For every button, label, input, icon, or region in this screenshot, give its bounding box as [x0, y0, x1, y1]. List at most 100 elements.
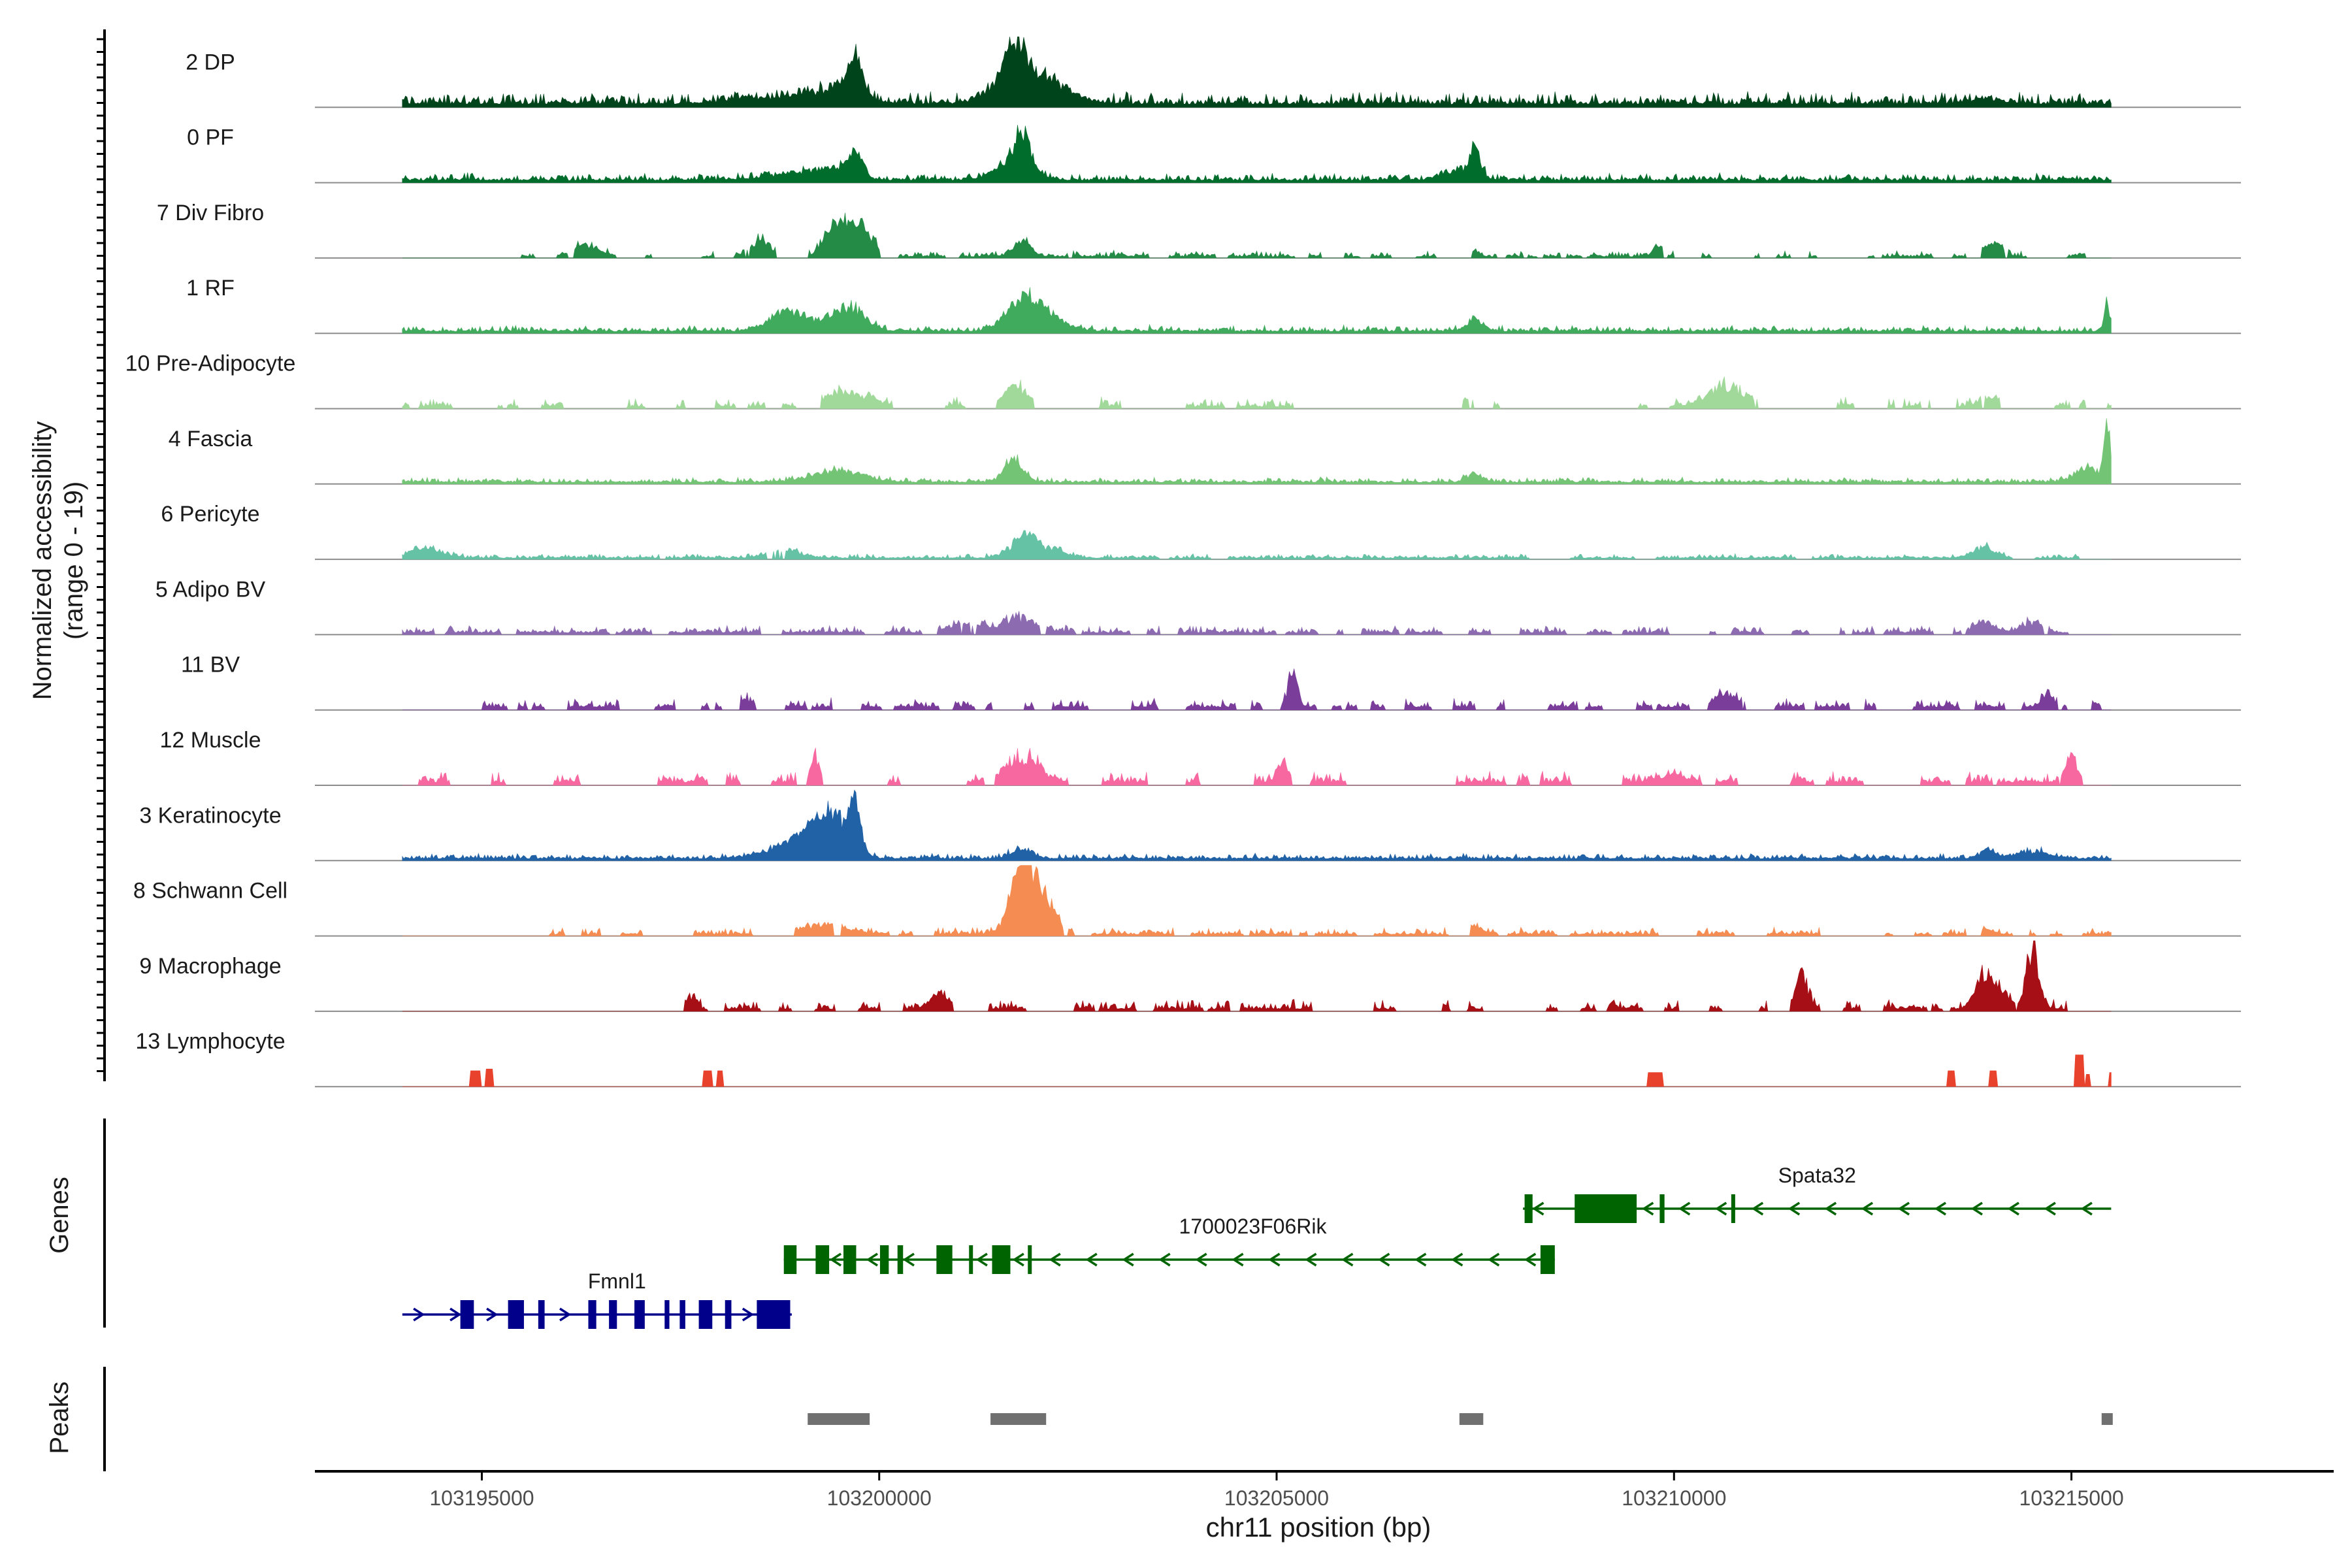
gene-spata32: Spata32 — [1523, 1164, 2112, 1223]
strand-arrow — [486, 1307, 498, 1322]
track-3-keratinocyte: 3 Keratinocyte — [139, 789, 2241, 862]
track-label: 1 RF — [186, 276, 235, 301]
track-label: 2 DP — [186, 50, 235, 74]
gene-exon — [1731, 1194, 1735, 1223]
gene-1700023f06rik: 1700023F06Rik — [783, 1215, 1555, 1274]
strand-arrow — [413, 1307, 425, 1322]
strand-arrow — [1085, 1252, 1098, 1267]
gene-fmnl1: Fmnl1 — [402, 1269, 792, 1329]
strand-arrow — [975, 1252, 988, 1267]
track-label: 12 Muscle — [160, 728, 261, 753]
track-1-rf: 1 RF — [186, 276, 2241, 335]
gene-exon — [1659, 1194, 1665, 1223]
track-0-pf: 0 PF — [187, 125, 2241, 184]
gene-exon — [634, 1300, 645, 1329]
strand-arrow — [1341, 1252, 1354, 1267]
coverage-area — [402, 418, 2112, 485]
strand-arrow — [1678, 1201, 1691, 1216]
track-4-fascia: 4 Fascia — [169, 418, 2241, 485]
strand-arrow — [1195, 1252, 1207, 1267]
gene-exon — [969, 1245, 973, 1274]
gene-label: Fmnl1 — [588, 1269, 646, 1293]
strand-arrow — [1378, 1252, 1390, 1267]
track-label: 8 Schwann Cell — [133, 879, 287, 904]
coverage-tracks: 2 DP 0 PF 7 Div Fibro 1 RF 10 Pre-Adipocyte 4… — [97, 29, 2241, 1088]
gene-annotation-panel: Fmnl1 1700023F06Rik Spata32 — [103, 1119, 2112, 1329]
strand-arrow — [449, 1307, 462, 1322]
strand-arrow — [902, 1252, 915, 1267]
strand-arrow — [1897, 1201, 1910, 1216]
strand-arrow — [1824, 1201, 1837, 1216]
gene-exon — [725, 1300, 732, 1329]
track-label: 10 Pre-Adipocyte — [125, 351, 296, 376]
x-axis-title: chr11 position (bp) — [1206, 1512, 1431, 1543]
strand-arrow — [1751, 1201, 1764, 1216]
strand-arrow — [1488, 1252, 1500, 1267]
gene-exon — [897, 1245, 904, 1274]
strand-arrow — [1788, 1201, 1801, 1216]
peaks-panel — [103, 1367, 2113, 1471]
track-label: 4 Fascia — [169, 427, 253, 451]
gene-label: Spata32 — [1778, 1164, 1856, 1187]
x-tick-label: 103205000 — [1224, 1486, 1329, 1510]
strand-arrow — [1012, 1252, 1024, 1267]
track-label: 13 Lymphocyte — [135, 1029, 285, 1054]
coverage-area — [402, 37, 2112, 108]
x-tick-label: 103200000 — [827, 1486, 932, 1510]
peak-region — [1459, 1413, 1484, 1425]
coverage-area — [402, 940, 2112, 1012]
strand-arrow — [866, 1252, 878, 1267]
strand-arrow — [2080, 1201, 2093, 1216]
strand-arrow — [2044, 1201, 2056, 1216]
genes-panel-title: Genes — [45, 1177, 74, 1254]
coverage-area — [402, 668, 2112, 710]
coverage-area — [402, 530, 2112, 560]
coverage-area — [402, 287, 2112, 334]
track-9-macrophage: 9 Macrophage — [139, 940, 2241, 1012]
strand-arrow — [1715, 1201, 1727, 1216]
coverage-area — [402, 747, 2112, 786]
peak-region — [2101, 1413, 2113, 1425]
y-axis-title: Normalized accessibility (range 0 - 19) — [28, 421, 88, 700]
coverage-area — [402, 125, 2112, 183]
strand-arrow — [1861, 1201, 1874, 1216]
strand-arrow — [1268, 1252, 1281, 1267]
track-5-adipo-bv: 5 Adipo BV — [155, 577, 2241, 636]
coverage-area — [402, 611, 2112, 635]
strand-arrow — [1305, 1252, 1317, 1267]
strand-arrow — [1934, 1201, 1946, 1216]
peaks-panel-title: Peaks — [45, 1381, 74, 1454]
strand-arrow — [559, 1307, 572, 1322]
track-label: 5 Adipo BV — [155, 577, 266, 602]
track-label: 3 Keratinocyte — [139, 803, 281, 828]
gene-exon — [460, 1300, 474, 1329]
x-tick-label: 103195000 — [429, 1486, 534, 1510]
gene-exon — [1524, 1194, 1533, 1223]
y-axis-title-line1: Normalized accessibility — [28, 421, 57, 700]
strand-arrow — [1451, 1252, 1463, 1267]
track-8-schwann-cell: 8 Schwann Cell — [133, 865, 2241, 937]
strand-arrow — [1232, 1252, 1244, 1267]
strand-arrow — [1970, 1201, 1983, 1216]
track-label: 6 Pericyte — [161, 502, 259, 527]
coverage-area — [402, 376, 2112, 409]
track-10-pre-adipocyte: 10 Pre-Adipocyte — [125, 351, 2241, 410]
x-tick-label: 103210000 — [1622, 1486, 1726, 1510]
gene-exon — [815, 1245, 830, 1274]
gene-exon — [1028, 1245, 1032, 1274]
track-2-dp: 2 DP — [186, 37, 2241, 108]
track-label: 0 PF — [187, 125, 234, 150]
strand-arrow — [1532, 1201, 1544, 1216]
gene-exon — [936, 1245, 953, 1274]
strand-arrow — [1122, 1252, 1134, 1267]
strand-arrow — [742, 1307, 755, 1322]
track-6-pericyte: 6 Pericyte — [161, 502, 2241, 561]
gene-label: 1700023F06Rik — [1179, 1215, 1328, 1238]
strand-arrow — [829, 1252, 841, 1267]
gene-exon — [757, 1300, 791, 1329]
gene-exon — [879, 1245, 889, 1274]
track-label: 11 BV — [181, 653, 240, 678]
strand-arrow — [1049, 1252, 1061, 1267]
peak-region — [808, 1413, 870, 1425]
